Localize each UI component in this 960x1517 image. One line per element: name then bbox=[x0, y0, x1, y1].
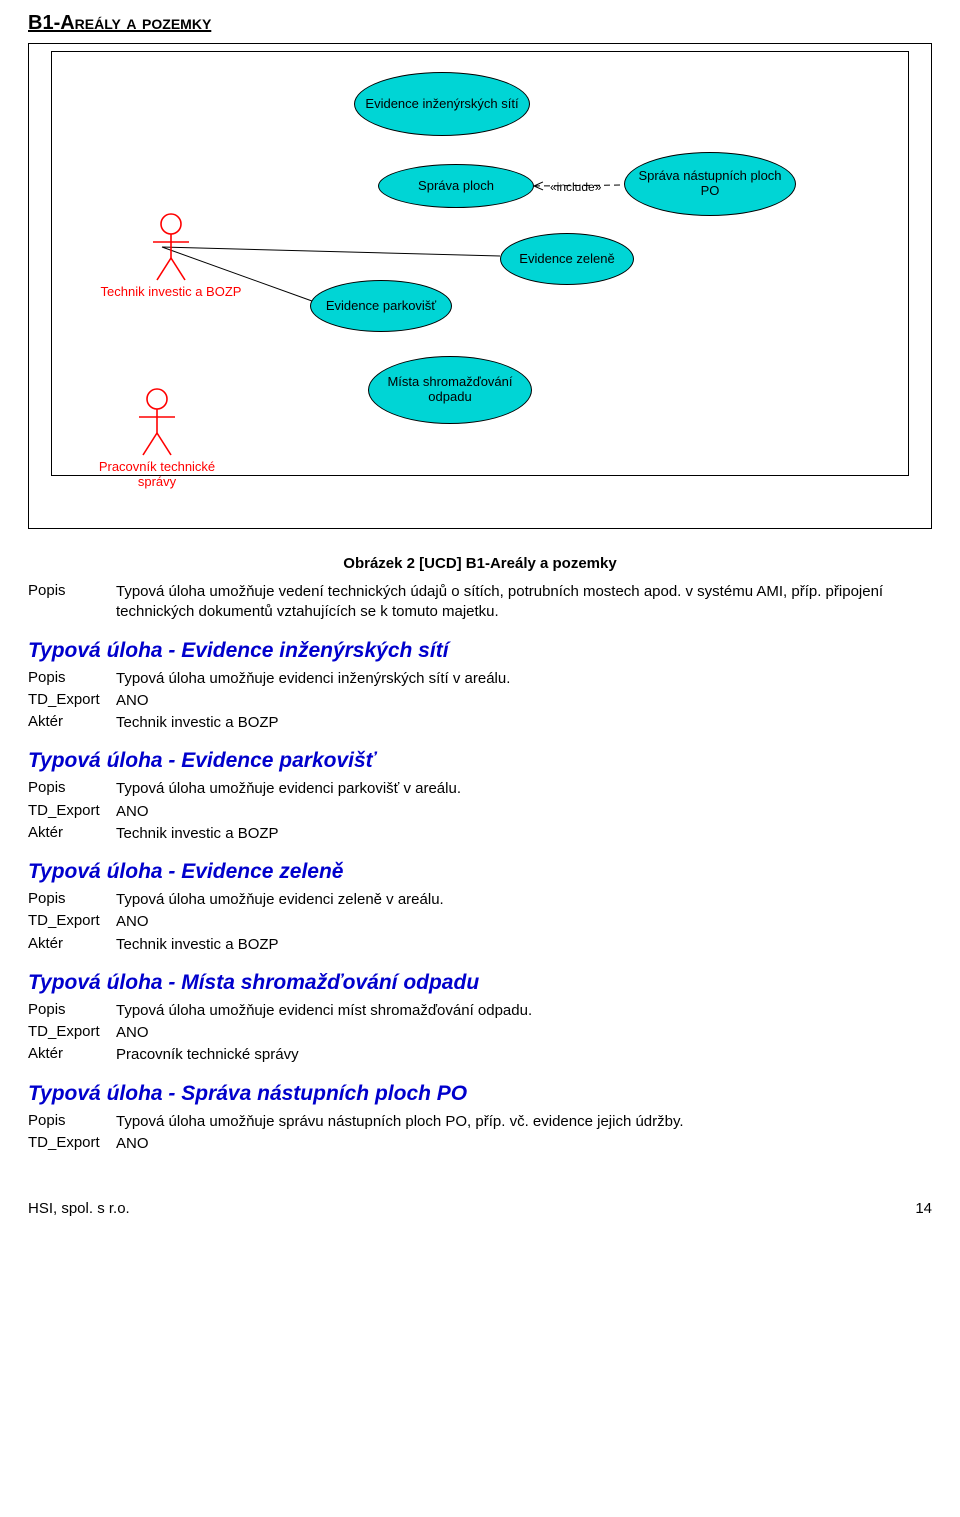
kv-val: Typová úloha umožňuje evidenci inženýrsk… bbox=[116, 669, 932, 689]
kv-val: Technik investic a BOZP bbox=[116, 824, 932, 844]
kv-val: ANO bbox=[116, 802, 932, 822]
kv-row: AktérTechnik investic a BOZP bbox=[28, 935, 932, 955]
diagram-outer-frame: Evidence inženýrských sítí Správa ploch Sp… bbox=[28, 43, 932, 529]
kv-val: Typová úloha umožňuje evidenci parkovišť… bbox=[116, 779, 932, 799]
actor-a2: Pracovník technické správy bbox=[82, 387, 232, 489]
intro-popis-value: Typová úloha umožňuje vedení technických… bbox=[116, 582, 932, 623]
kv-key: Aktér bbox=[28, 1045, 116, 1065]
kv-row: TD_ExportANO bbox=[28, 1023, 932, 1043]
kv-row: PopisTypová úloha umožňuje evidenci míst… bbox=[28, 1001, 932, 1021]
kv-key: TD_Export bbox=[28, 912, 116, 932]
kv-key: Popis bbox=[28, 779, 116, 799]
diagram-inner-frame: Evidence inženýrských sítí Správa ploch Sp… bbox=[51, 51, 909, 476]
kv-row: PopisTypová úloha umožňuje evidenci zele… bbox=[28, 890, 932, 910]
actor-label: Technik investic a BOZP bbox=[101, 284, 242, 299]
kv-key: Popis bbox=[28, 890, 116, 910]
section-heading: Typová úloha - Evidence inženýrských sít… bbox=[28, 639, 932, 663]
figure-caption: Obrázek 2 [UCD] B1-Areály a pozemky bbox=[28, 555, 932, 572]
kv-row: PopisTypová úloha umožňuje evidenci inže… bbox=[28, 669, 932, 689]
section-heading: Typová úloha - Místa shromažďování odpad… bbox=[28, 971, 932, 995]
kv-row: TD_ExportANO bbox=[28, 1134, 932, 1154]
kv-key: TD_Export bbox=[28, 1023, 116, 1043]
kv-val: ANO bbox=[116, 912, 932, 932]
usecase-n6: Místa shromažďování odpadu bbox=[368, 356, 532, 424]
usecase-n3: Správa nástupních ploch PO bbox=[624, 152, 796, 216]
kv-val: Technik investic a BOZP bbox=[116, 713, 932, 733]
kv-row: TD_ExportANO bbox=[28, 912, 932, 932]
footer-right: 14 bbox=[915, 1200, 932, 1217]
intro-block: Popis Typová úloha umožňuje vedení techn… bbox=[28, 582, 932, 623]
kv-row: TD_ExportANO bbox=[28, 802, 932, 822]
kv-val: ANO bbox=[116, 691, 932, 711]
actor-a1: Technik investic a BOZP bbox=[96, 212, 246, 299]
kv-val: Typová úloha umožňuje správu nástupních … bbox=[116, 1112, 932, 1132]
page-title: B1-Areály a pozemky bbox=[28, 12, 932, 35]
kv-key: Aktér bbox=[28, 824, 116, 844]
include-label: «include» bbox=[550, 180, 601, 194]
usecase-n4: Evidence zeleně bbox=[500, 233, 634, 285]
usecase-n2: Správa ploch bbox=[378, 164, 534, 208]
section-heading: Typová úloha - Evidence zeleně bbox=[28, 860, 932, 884]
actor-label: Pracovník technické správy bbox=[82, 459, 232, 489]
kv-row: AktérTechnik investic a BOZP bbox=[28, 713, 932, 733]
intro-popis-label: Popis bbox=[28, 582, 116, 623]
kv-val: Technik investic a BOZP bbox=[116, 935, 932, 955]
usecase-n1: Evidence inženýrských sítí bbox=[354, 72, 530, 136]
kv-key: TD_Export bbox=[28, 802, 116, 822]
kv-row: PopisTypová úloha umožňuje správu nástup… bbox=[28, 1112, 932, 1132]
page-footer: HSI, spol. s r.o. 14 bbox=[28, 1200, 932, 1217]
kv-val: Typová úloha umožňuje evidenci míst shro… bbox=[116, 1001, 932, 1021]
kv-key: Popis bbox=[28, 669, 116, 689]
usecase-n5: Evidence parkovišť bbox=[310, 280, 452, 332]
kv-key: Popis bbox=[28, 1001, 116, 1021]
kv-key: TD_Export bbox=[28, 691, 116, 711]
kv-val: Pracovník technické správy bbox=[116, 1045, 932, 1065]
kv-key: Aktér bbox=[28, 935, 116, 955]
kv-row: AktérTechnik investic a BOZP bbox=[28, 824, 932, 844]
kv-val: ANO bbox=[116, 1023, 932, 1043]
kv-key: Aktér bbox=[28, 713, 116, 733]
footer-left: HSI, spol. s r.o. bbox=[28, 1200, 130, 1217]
kv-key: Popis bbox=[28, 1112, 116, 1132]
section-heading: Typová úloha - Evidence parkovišť bbox=[28, 749, 932, 773]
section-heading: Typová úloha - Správa nástupních ploch P… bbox=[28, 1082, 932, 1106]
kv-row: TD_ExportANO bbox=[28, 691, 932, 711]
kv-val: Typová úloha umožňuje evidenci zeleně v … bbox=[116, 890, 932, 910]
kv-row: AktérPracovník technické správy bbox=[28, 1045, 932, 1065]
kv-val: ANO bbox=[116, 1134, 932, 1154]
kv-row: PopisTypová úloha umožňuje evidenci park… bbox=[28, 779, 932, 799]
kv-key: TD_Export bbox=[28, 1134, 116, 1154]
